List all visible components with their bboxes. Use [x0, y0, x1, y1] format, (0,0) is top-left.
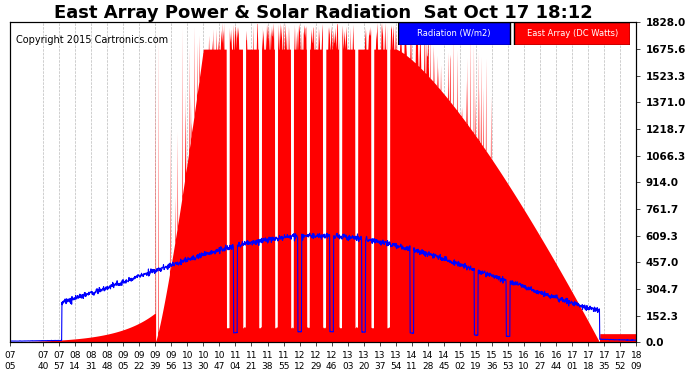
- Text: Copyright 2015 Cartronics.com: Copyright 2015 Cartronics.com: [16, 35, 168, 45]
- Title: East Array Power & Solar Radiation  Sat Oct 17 18:12: East Array Power & Solar Radiation Sat O…: [54, 4, 593, 22]
